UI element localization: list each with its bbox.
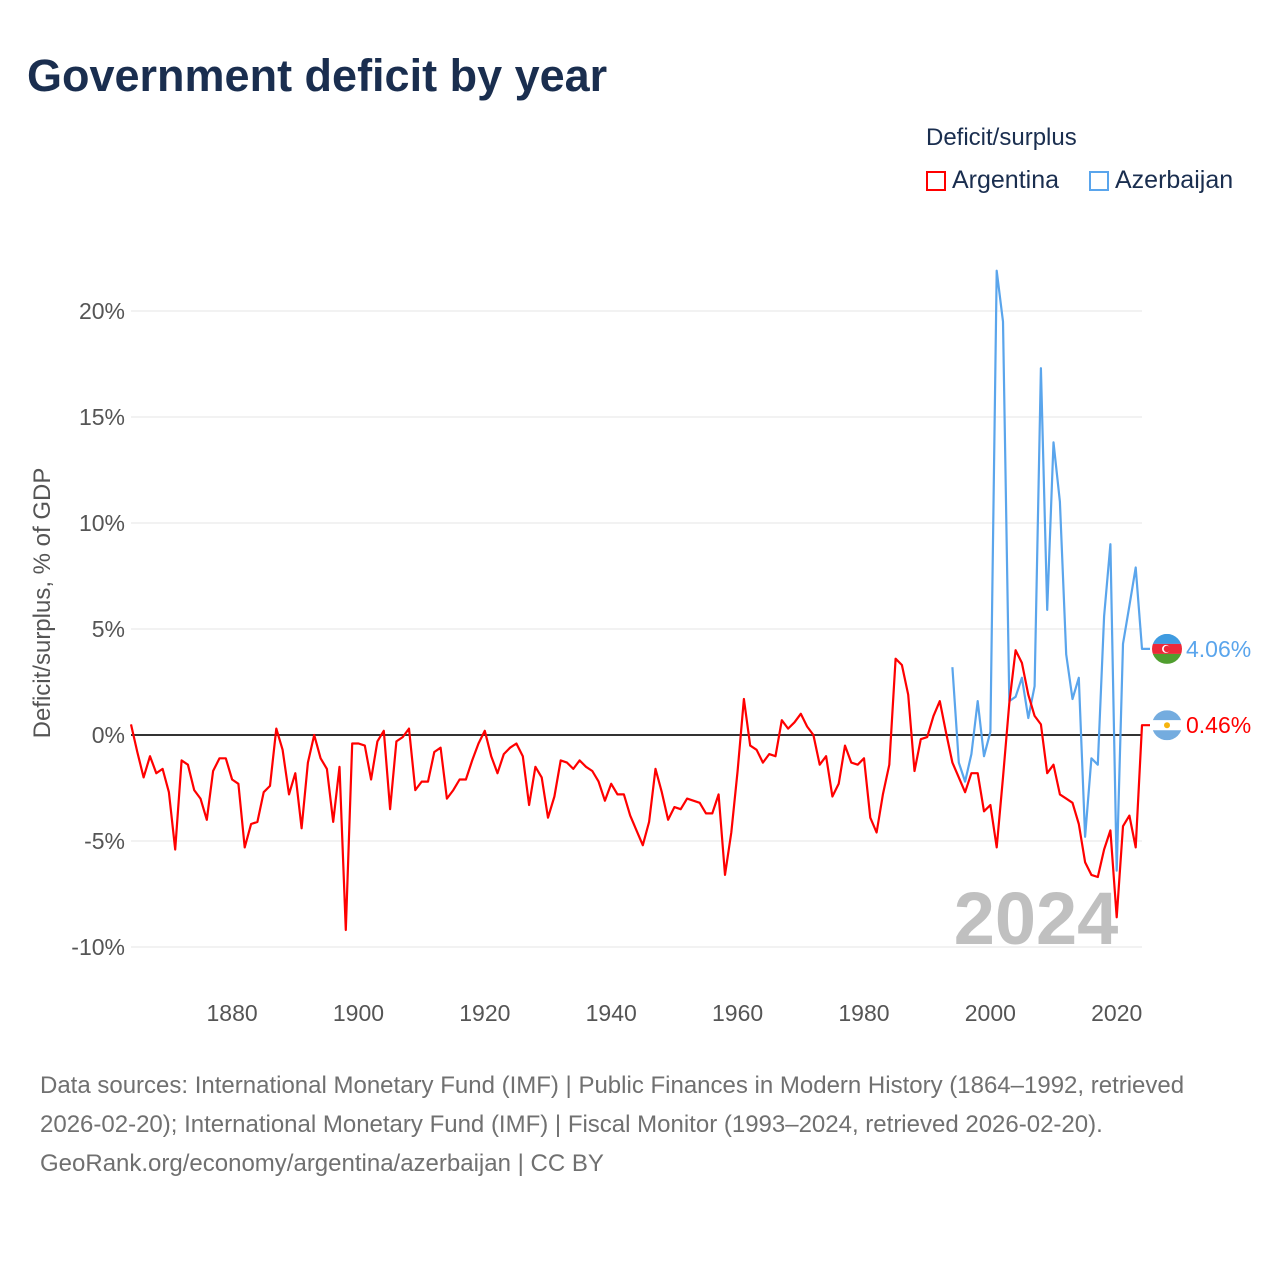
y-tick-label: 15% — [79, 404, 125, 430]
flag-argentina-icon — [1152, 710, 1182, 741]
end-value-label-argentina: 0.46% — [1186, 712, 1251, 738]
flag-stripe — [1152, 653, 1182, 664]
end-value-label-azerbaijan: 4.06% — [1186, 636, 1251, 662]
y-tick-label: 5% — [92, 616, 125, 642]
legend-item-argentina[interactable]: Argentina — [926, 166, 1059, 195]
x-tick-label: 1960 — [712, 1000, 763, 1026]
x-tick-label: 1920 — [459, 1000, 510, 1026]
legend-item-azerbaijan[interactable]: Azerbaijan — [1089, 166, 1233, 195]
flag-crescent-cut — [1163, 645, 1171, 653]
flag-stripe — [1152, 633, 1182, 644]
x-tick-label: 1880 — [207, 1000, 258, 1026]
legend-title: Deficit/surplus — [926, 124, 1077, 151]
y-tick-label: -10% — [71, 934, 125, 960]
flag-stripe — [1152, 730, 1182, 741]
credit-link[interactable]: GeoRank.org/economy/argentina/azerbaijan… — [40, 1150, 604, 1177]
line-chart: -10% -5% 0% 5% 10% 15% 20% 1880 1900 1920 1940 1960… — [29, 269, 1251, 1026]
x-tick-label: 2000 — [965, 1000, 1016, 1026]
legend-label-argentina: Argentina — [952, 166, 1060, 194]
y-tick-label: 10% — [79, 510, 125, 536]
y-tick-label: 20% — [79, 298, 125, 324]
y-axis-label: Deficit/surplus, % of GDP — [29, 468, 56, 739]
flag-stripe — [1152, 710, 1182, 721]
legend-swatch-argentina — [926, 170, 946, 191]
y-tick-label: 0% — [92, 722, 125, 748]
y-tick-label: -5% — [84, 828, 125, 854]
x-tick-label: 1940 — [586, 1000, 637, 1026]
flag-sun — [1164, 722, 1170, 729]
series-line-azerbaijan — [951, 269, 1150, 872]
chart-title: Government deficit by year — [27, 50, 608, 101]
year-watermark: 2024 — [954, 877, 1119, 960]
legend-swatch-azerbaijan — [1089, 170, 1109, 191]
x-tick-label: 1980 — [838, 1000, 889, 1026]
series-line-argentina — [129, 649, 1150, 932]
x-tick-label: 2020 — [1091, 1000, 1142, 1026]
data-sources: Data sources: International Monetary Fun… — [40, 1072, 1185, 1138]
flag-azerbaijan-icon — [1152, 633, 1182, 664]
x-tick-label: 1900 — [333, 1000, 384, 1026]
legend-label-azerbaijan: Azerbaijan — [1115, 166, 1234, 194]
footer: Data sources: International Monetary Fun… — [40, 1066, 1240, 1183]
